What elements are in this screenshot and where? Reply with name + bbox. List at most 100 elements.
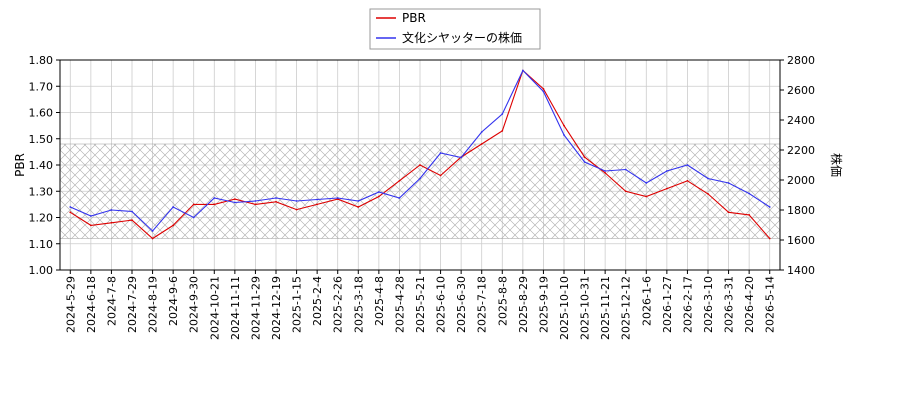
left-tick-label: 1.80 bbox=[29, 54, 54, 67]
data-point-stock-price bbox=[542, 90, 545, 93]
x-tick-label: 2025-12-12 bbox=[620, 276, 633, 340]
x-tick-label: 2024-8-19 bbox=[147, 276, 160, 333]
data-point-pbr bbox=[727, 211, 730, 214]
left-tick-label: 1.00 bbox=[29, 264, 54, 277]
x-tick-label: 2025-6-30 bbox=[455, 276, 468, 333]
x-tick-label: 2024-7-29 bbox=[126, 276, 139, 333]
x-tick-label: 2025-5-21 bbox=[414, 276, 427, 333]
data-point-stock-price bbox=[480, 131, 483, 133]
data-point-stock-price bbox=[377, 191, 380, 193]
data-point-stock-price bbox=[727, 182, 730, 184]
data-point-pbr bbox=[768, 237, 771, 240]
right-tick-label: 2800 bbox=[787, 54, 815, 67]
left-axis: 1.00 1.10 1.20 1.30 1.40 1.50 1.60 1.70 1.80 bbox=[29, 54, 60, 277]
x-tick-label: 2025-4-28 bbox=[393, 276, 406, 333]
data-point-stock-price bbox=[686, 164, 689, 166]
x-tick-label: 2025-2-26 bbox=[332, 276, 345, 333]
data-point-stock-price bbox=[707, 177, 709, 180]
data-point-pbr bbox=[357, 206, 360, 208]
data-point-stock-price bbox=[501, 113, 504, 115]
left-tick-label: 1.70 bbox=[29, 80, 54, 93]
legend-box bbox=[369, 8, 541, 50]
data-point-stock-price bbox=[213, 197, 216, 199]
data-point-stock-price bbox=[172, 206, 175, 208]
x-tick-label: 2025-10-31 bbox=[579, 276, 592, 340]
data-point-pbr bbox=[583, 156, 586, 159]
x-tick-label: 2025-2-4 bbox=[311, 276, 324, 326]
x-axis: 2024-5-29 2024-6-18 2024-7-8 2024-7-29 2024-… bbox=[64, 270, 777, 340]
series-layer bbox=[69, 69, 771, 240]
right-tick-label: 1800 bbox=[787, 204, 815, 217]
x-tick-label: 2026-1-6 bbox=[640, 276, 653, 326]
x-tick-label: 2025-6-10 bbox=[435, 276, 448, 333]
right-tick-label: 2600 bbox=[787, 84, 815, 97]
data-point-stock-price bbox=[768, 206, 771, 208]
data-point-pbr bbox=[110, 221, 113, 224]
data-point-stock-price bbox=[624, 168, 627, 171]
data-point-pbr bbox=[69, 211, 72, 214]
data-point-stock-price bbox=[89, 215, 92, 217]
data-point-pbr bbox=[480, 143, 483, 145]
data-point-stock-price bbox=[295, 200, 298, 202]
x-tick-label: 2025-9-19 bbox=[537, 276, 550, 333]
right-tick-label: 1400 bbox=[787, 264, 815, 277]
data-point-pbr bbox=[439, 174, 442, 177]
right-tick-label: 2400 bbox=[787, 114, 815, 127]
data-point-stock-price bbox=[398, 197, 401, 199]
data-point-pbr bbox=[172, 224, 175, 227]
x-tick-label: 2024-5-29 bbox=[64, 276, 77, 333]
data-point-pbr bbox=[275, 200, 277, 203]
x-tick-label: 2024-7-8 bbox=[105, 276, 118, 326]
x-tick-label: 2024-9-6 bbox=[167, 276, 180, 326]
data-point-stock-price bbox=[316, 198, 319, 201]
left-tick-label: 1.30 bbox=[29, 185, 54, 198]
data-point-pbr bbox=[542, 87, 545, 90]
data-point-pbr bbox=[316, 203, 319, 206]
x-tick-label: 2024-11-11 bbox=[229, 276, 242, 340]
data-point-stock-price bbox=[583, 161, 586, 163]
data-point-pbr bbox=[645, 195, 648, 198]
data-point-stock-price bbox=[439, 152, 442, 154]
left-axis-title: PBR bbox=[13, 153, 27, 177]
x-tick-label: 2024-9-30 bbox=[188, 276, 201, 333]
data-point-stock-price bbox=[233, 201, 236, 204]
right-axis-title: 株価 bbox=[829, 153, 844, 177]
x-tick-label: 2025-1-15 bbox=[291, 276, 304, 333]
x-tick-label: 2024-10-21 bbox=[208, 276, 221, 340]
right-axis: 1400 1600 1800 2000 2200 2400 2600 2800 bbox=[780, 54, 815, 277]
data-point-stock-price bbox=[110, 209, 113, 211]
x-tick-label: 2025-7-18 bbox=[476, 276, 489, 333]
data-point-pbr bbox=[377, 195, 380, 198]
x-tick-label: 2026-2-17 bbox=[681, 276, 694, 333]
data-point-stock-price bbox=[336, 197, 339, 199]
hatched-band bbox=[59, 143, 781, 239]
data-point-stock-price bbox=[192, 216, 195, 219]
data-point-pbr bbox=[213, 203, 216, 206]
data-point-pbr bbox=[192, 203, 195, 206]
x-tick-label: 2026-1-27 bbox=[661, 276, 674, 333]
data-point-pbr bbox=[563, 124, 565, 127]
right-tick-label: 1600 bbox=[787, 234, 815, 247]
legend: PBR 文化シヤッターの株価 bbox=[369, 8, 541, 50]
left-tick-label: 1.20 bbox=[29, 212, 54, 225]
left-tick-label: 1.60 bbox=[29, 107, 54, 120]
data-point-pbr bbox=[686, 179, 689, 182]
data-point-stock-price bbox=[604, 170, 607, 172]
x-tick-label: 2024-11-29 bbox=[249, 276, 262, 340]
data-point-stock-price bbox=[419, 177, 421, 180]
data-point-stock-price bbox=[69, 206, 72, 208]
data-point-stock-price bbox=[254, 200, 257, 202]
right-tick-label: 2200 bbox=[787, 144, 815, 157]
data-point-stock-price bbox=[645, 182, 648, 184]
x-tick-label: 2026-3-31 bbox=[723, 276, 736, 333]
data-point-stock-price bbox=[748, 192, 751, 195]
legend-label-pbr: PBR bbox=[402, 11, 426, 25]
right-tick-label: 2000 bbox=[787, 174, 815, 187]
x-tick-label: 2025-4-8 bbox=[373, 276, 386, 326]
data-point-stock-price bbox=[275, 197, 277, 199]
data-point-pbr bbox=[151, 237, 154, 240]
data-point-stock-price bbox=[665, 170, 668, 172]
x-tick-label: 2025-10-10 bbox=[558, 276, 571, 340]
data-point-pbr bbox=[604, 171, 607, 174]
